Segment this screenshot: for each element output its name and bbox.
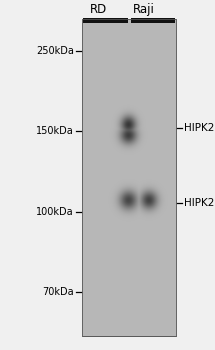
Text: 150kDa: 150kDa — [36, 126, 74, 136]
Text: Raji: Raji — [133, 3, 155, 16]
Text: HIPK2: HIPK2 — [184, 198, 214, 208]
Bar — [82, 19, 176, 336]
Text: 70kDa: 70kDa — [42, 287, 74, 297]
Text: 250kDa: 250kDa — [36, 46, 74, 56]
Text: HIPK2: HIPK2 — [184, 123, 214, 133]
Bar — [83, 18, 128, 23]
Text: 100kDa: 100kDa — [36, 207, 74, 217]
Bar — [82, 19, 176, 336]
Bar — [131, 18, 175, 23]
Text: RD: RD — [90, 3, 108, 16]
